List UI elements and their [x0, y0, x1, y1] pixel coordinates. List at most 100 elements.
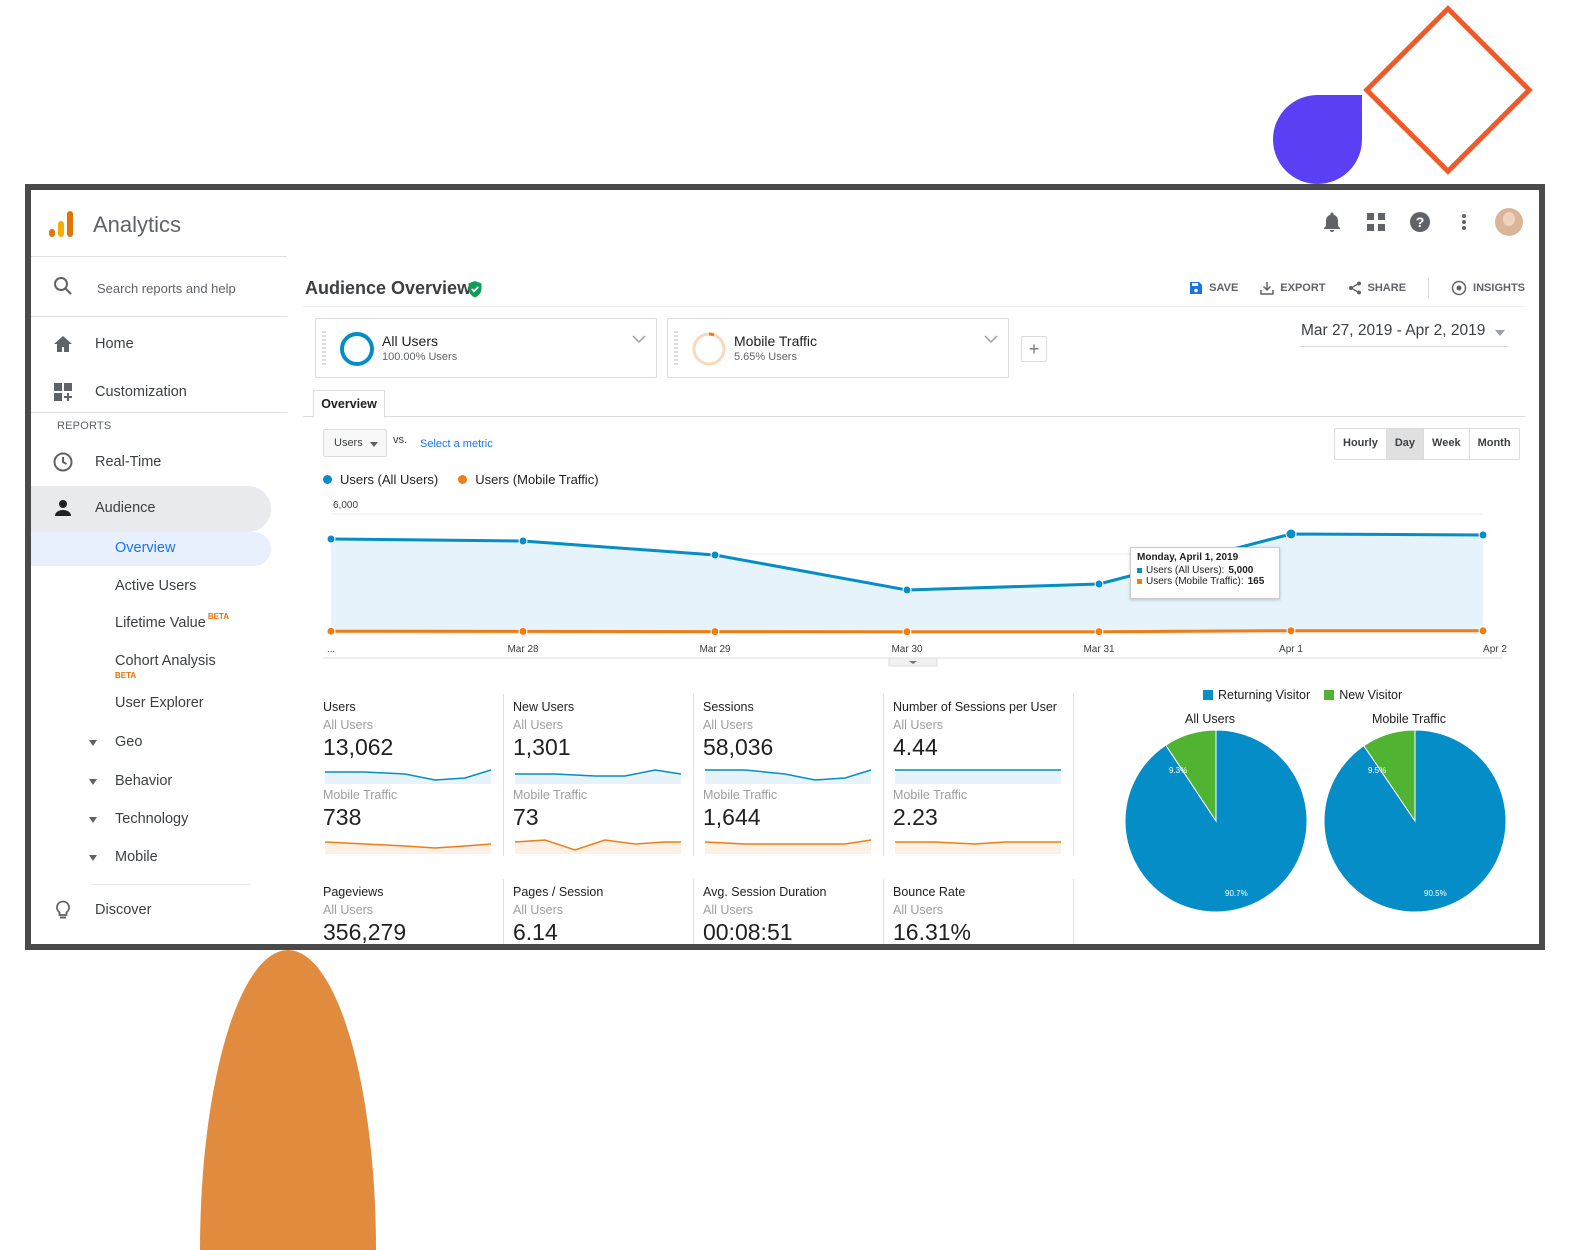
- metric-segment-label: Mobile Traffic: [703, 788, 778, 802]
- save-label: SAVE: [1209, 282, 1239, 294]
- data-point[interactable]: [518, 536, 528, 546]
- data-point[interactable]: [1286, 626, 1296, 636]
- data-point[interactable]: [1094, 627, 1104, 637]
- sidebar-item-realtime[interactable]: Real-Time: [31, 440, 271, 484]
- sidebar-group-technology[interactable]: Technology: [31, 803, 271, 837]
- metric-value: 58,036: [703, 734, 774, 760]
- analytics-logo-icon: [47, 209, 75, 237]
- sparkline-mobile-traffic: [705, 839, 872, 854]
- sidebar-subitem-lifetime-value[interactable]: Lifetime Value BETA: [31, 607, 271, 641]
- granularity-hourly-button[interactable]: Hourly: [1335, 429, 1387, 459]
- sidebar-group-geo[interactable]: Geo: [31, 726, 271, 760]
- data-point[interactable]: [326, 626, 336, 636]
- sidebar-group-label: Technology: [115, 811, 189, 827]
- sidebar-item-customization[interactable]: Customization: [31, 370, 271, 414]
- share-label: SHARE: [1367, 282, 1407, 294]
- sidebar-group-mobile[interactable]: Mobile: [31, 841, 271, 875]
- sparkline-all-users: [895, 769, 1061, 784]
- sidebar-divider: [31, 256, 287, 257]
- segment-percentage: 5.65% Users: [734, 351, 797, 363]
- data-point[interactable]: [710, 627, 720, 637]
- select-metric-link[interactable]: Select a metric: [420, 438, 493, 450]
- chevron-down-icon[interactable]: [632, 331, 646, 349]
- sidebar-divider: [31, 316, 287, 317]
- pie-slice-new-visitor[interactable]: [1165, 729, 1217, 823]
- metric-value: 6.14: [513, 919, 558, 944]
- svg-text:?: ?: [1416, 214, 1425, 230]
- export-button[interactable]: EXPORT: [1260, 281, 1326, 295]
- data-point[interactable]: [1285, 528, 1297, 540]
- data-point[interactable]: [518, 626, 528, 636]
- legend-dot: [323, 475, 332, 484]
- data-point[interactable]: [710, 550, 720, 560]
- metric-value: 00:08:51: [703, 919, 793, 944]
- metric-segment-label: Mobile Traffic: [323, 788, 398, 802]
- sidebar-item-discover[interactable]: Discover: [31, 888, 271, 932]
- metric-segment-label: All Users: [893, 718, 944, 732]
- data-point[interactable]: [1094, 579, 1104, 589]
- data-point[interactable]: [1478, 626, 1488, 636]
- share-button[interactable]: SHARE: [1348, 281, 1407, 295]
- tab-overview[interactable]: Overview: [313, 390, 385, 418]
- sidebar-item-label: Home: [95, 336, 134, 352]
- metric-segment-label: Mobile Traffic: [893, 788, 968, 802]
- metric-segment-label: Mobile Traffic: [513, 788, 588, 802]
- sidebar-group-behavior[interactable]: Behavior: [31, 765, 271, 799]
- help-icon[interactable]: ?: [1407, 209, 1433, 235]
- pie-legend-item[interactable]: New Visitor: [1324, 688, 1402, 702]
- more-vert-icon[interactable]: [1451, 209, 1477, 235]
- pie-legend-item[interactable]: Returning Visitor: [1203, 688, 1310, 702]
- tooltip-row: Users (All Users): 5,000: [1137, 565, 1273, 576]
- granularity-toggle: Hourly Day Week Month: [1334, 428, 1520, 460]
- sparkline-all-users: [705, 769, 872, 784]
- save-icon: [1190, 282, 1203, 294]
- add-segment-button[interactable]: +: [1021, 336, 1047, 362]
- search-input[interactable]: Search reports and help: [31, 266, 287, 310]
- data-point[interactable]: [1478, 530, 1488, 540]
- chevron-down-icon[interactable]: [984, 331, 998, 349]
- insights-button[interactable]: INSIGHTS: [1451, 280, 1525, 296]
- sparkline-mobile-traffic: [895, 841, 1061, 854]
- legend-item[interactable]: Users (Mobile Traffic): [458, 472, 599, 487]
- data-point[interactable]: [902, 585, 912, 595]
- granularity-week-button[interactable]: Week: [1424, 429, 1470, 459]
- drag-handle[interactable]: [322, 331, 326, 367]
- tooltip-label: Users (Mobile Traffic):: [1146, 576, 1244, 587]
- notifications-bell-icon[interactable]: [1319, 209, 1345, 235]
- pie-slice-new-visitor[interactable]: [1363, 729, 1416, 823]
- tooltip-row: Users (Mobile Traffic): 165: [1137, 576, 1273, 587]
- date-range-picker[interactable]: Mar 27, 2019 - Apr 2, 2019: [1299, 322, 1509, 347]
- insights-label: INSIGHTS: [1473, 282, 1525, 294]
- sidebar-subitem-cohort-analysis[interactable]: Cohort Analysis BETA: [31, 645, 271, 685]
- save-button[interactable]: SAVE: [1189, 281, 1238, 295]
- person-icon: [53, 498, 73, 518]
- granularity-day-button[interactable]: Day: [1386, 429, 1425, 459]
- metric-card: New Users All Users 1,301 Mobile Traffic 73: [513, 700, 695, 860]
- sidebar-subitem-user-explorer[interactable]: User Explorer: [31, 687, 271, 721]
- granularity-month-button[interactable]: Month: [1477, 437, 1511, 449]
- x-tick-label: Mar 31: [1083, 644, 1115, 655]
- data-point[interactable]: [326, 534, 336, 544]
- actions-divider: [1428, 278, 1430, 298]
- top-bar: Analytics ?: [31, 190, 1539, 252]
- avatar[interactable]: [1495, 208, 1523, 236]
- pie-legend: Returning Visitor New Visitor: [1203, 688, 1402, 702]
- segment-all-users[interactable]: All Users 100.00% Users: [315, 318, 657, 378]
- sidebar-subitem-overview[interactable]: Overview: [31, 532, 271, 566]
- data-point[interactable]: [902, 627, 912, 637]
- metric-title: Pages / Session: [513, 885, 604, 899]
- metric-card-divider: [693, 694, 694, 856]
- sidebar-item-audience[interactable]: Audience: [31, 486, 271, 532]
- metric-select[interactable]: Users: [323, 429, 387, 457]
- legend-item[interactable]: Users (All Users): [323, 472, 438, 487]
- pie-legend-label: New Visitor: [1339, 688, 1403, 702]
- sidebar: Search reports and help Home Customizati…: [31, 252, 291, 944]
- sidebar-subitem-active-users[interactable]: Active Users: [31, 570, 271, 604]
- drag-handle[interactable]: [674, 331, 678, 367]
- metric-segment-label: All Users: [323, 718, 374, 732]
- x-tick-label: Mar 29: [699, 644, 731, 655]
- apps-grid-icon[interactable]: [1363, 209, 1389, 235]
- segment-mobile-traffic[interactable]: Mobile Traffic 5.65% Users: [667, 318, 1009, 378]
- sidebar-subitem-label: Lifetime Value: [115, 615, 206, 631]
- sidebar-item-home[interactable]: Home: [31, 322, 271, 366]
